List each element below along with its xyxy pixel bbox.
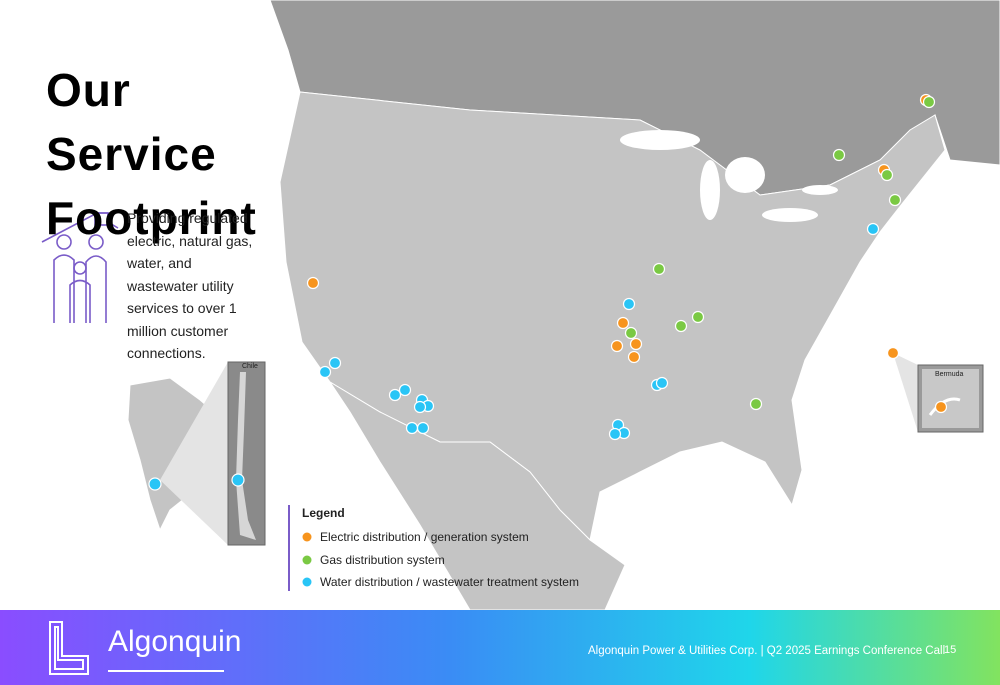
location-dot [405, 421, 419, 435]
location-dot [655, 376, 669, 390]
location-dot [610, 339, 624, 353]
location-dot [880, 168, 894, 182]
description: Providing regulated electric, natural ga… [127, 210, 253, 361]
location-dot [629, 337, 643, 351]
title: Our Service Footprint [46, 64, 257, 244]
legend-title: Legend [302, 506, 345, 520]
legend-swatch [302, 577, 312, 587]
location-dot [652, 262, 666, 276]
location-dot [388, 388, 402, 402]
house-icon [41, 212, 119, 323]
legend-swatch [302, 532, 312, 542]
location-dot [749, 397, 763, 411]
great-lakes [620, 130, 838, 222]
chile-shape [236, 372, 256, 540]
location-dot [616, 316, 630, 330]
footer-caption: Algonquin Power & Utilities Corp. | Q2 2… [588, 645, 946, 657]
location-dot [413, 400, 427, 414]
location-dot [691, 310, 705, 324]
location-dot [398, 383, 412, 397]
location-dot [416, 421, 430, 435]
bermuda-shape [928, 397, 961, 416]
page-number: 15 [944, 644, 957, 656]
legend-item: Water distribution / wastewater treatmen… [320, 575, 579, 589]
legend-swatch [302, 555, 312, 565]
location-dot [231, 473, 245, 487]
inset-label: Bermuda [935, 371, 964, 378]
legend-item: Gas distribution system [320, 553, 445, 567]
location-dot [627, 350, 641, 364]
location-dot [674, 319, 688, 333]
location-dot [622, 297, 636, 311]
logo: Algonquin [108, 625, 242, 658]
location-dot [306, 276, 320, 290]
location-dot [934, 400, 948, 414]
location-dot [922, 95, 936, 109]
inset-connector [160, 362, 228, 545]
location-dot [888, 193, 902, 207]
inset-label: Chile [242, 363, 258, 370]
logo-mark [49, 621, 89, 675]
inset-connector [893, 353, 918, 432]
location-dot [832, 148, 846, 162]
location-dot [148, 477, 162, 491]
location-dot [886, 346, 900, 360]
footer-band [0, 610, 1000, 685]
locations [148, 93, 948, 491]
location-dot [328, 356, 342, 370]
legend-item: Electric distribution / generation syste… [320, 530, 529, 544]
location-dot [866, 222, 880, 236]
location-dot [318, 365, 332, 379]
mexico [329, 381, 626, 611]
location-dot [624, 326, 638, 340]
location-dot [608, 427, 622, 441]
